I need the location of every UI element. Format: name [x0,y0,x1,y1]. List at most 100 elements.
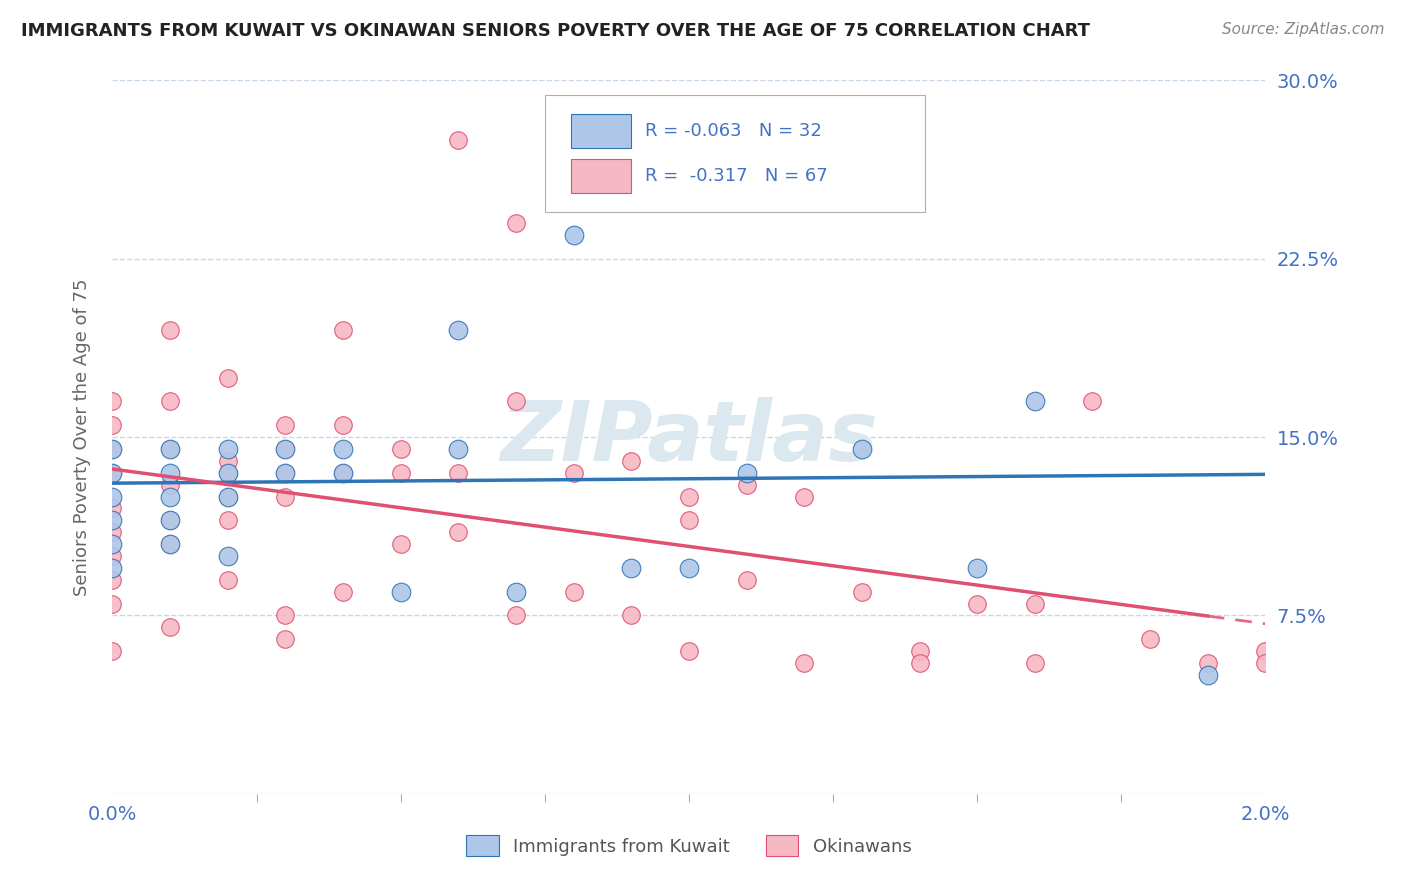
Point [101,525,124,540]
Point [217,490,239,504]
Point [332,442,354,456]
Y-axis label: Seniors Poverty Over the Age of 75: Seniors Poverty Over the Age of 75 [73,278,91,596]
Point [447,466,470,480]
Bar [571,114,631,148]
Point [101,501,124,516]
Text: ZIPatlas: ZIPatlas [501,397,877,477]
Point [332,323,354,337]
Point [101,418,124,433]
Point [332,584,354,599]
Point [332,466,354,480]
Point [274,442,297,456]
Point [101,561,124,575]
Bar [571,159,631,193]
Point [274,466,297,480]
Point [735,573,758,587]
Point [159,537,181,551]
Point [159,513,181,527]
Point [735,466,758,480]
Point [1369,656,1392,670]
Point [1254,656,1277,670]
Point [620,454,643,468]
Point [620,561,643,575]
Point [101,490,124,504]
Text: R =  -0.317   N = 67: R = -0.317 N = 67 [645,167,828,185]
Point [793,656,815,670]
Point [966,597,988,611]
Point [159,620,181,634]
Point [851,442,873,456]
Point [101,537,124,551]
Point [101,597,124,611]
Point [447,133,470,147]
Point [851,584,873,599]
Point [159,442,181,456]
Point [217,442,239,456]
Point [332,418,354,433]
Point [505,216,527,230]
Point [274,442,297,456]
Point [217,466,239,480]
Point [1024,597,1046,611]
Point [159,394,181,409]
Point [1081,394,1104,409]
Point [735,477,758,491]
Point [505,394,527,409]
Point [159,323,181,337]
Point [793,490,815,504]
Point [389,466,412,480]
Point [217,573,239,587]
Point [678,644,700,658]
Point [562,227,585,242]
Point [505,584,527,599]
Point [1254,644,1277,658]
Point [274,418,297,433]
Point [101,466,124,480]
Point [159,442,181,456]
Point [678,513,700,527]
Point [217,513,239,527]
Point [1139,632,1161,647]
Point [908,656,931,670]
Point [1024,394,1046,409]
Point [678,133,700,147]
Point [562,584,585,599]
Point [1197,668,1219,682]
Point [101,394,124,409]
Point [678,561,700,575]
Point [274,632,297,647]
Text: Source: ZipAtlas.com: Source: ZipAtlas.com [1222,22,1385,37]
Point [217,370,239,384]
Point [159,477,181,491]
Point [217,454,239,468]
Point [274,490,297,504]
Point [159,490,181,504]
Point [1197,656,1219,670]
Point [332,466,354,480]
Text: IMMIGRANTS FROM KUWAIT VS OKINAWAN SENIORS POVERTY OVER THE AGE OF 75 CORRELATIO: IMMIGRANTS FROM KUWAIT VS OKINAWAN SENIO… [21,22,1090,40]
Point [505,608,527,623]
Text: R = -0.063   N = 32: R = -0.063 N = 32 [645,122,823,140]
Point [447,525,470,540]
Point [217,549,239,563]
Legend: Immigrants from Kuwait, Okinawans: Immigrants from Kuwait, Okinawans [458,828,920,863]
Point [159,513,181,527]
Point [389,584,412,599]
Point [217,466,239,480]
Point [562,466,585,480]
Point [678,490,700,504]
Point [159,537,181,551]
Point [101,442,124,456]
Point [274,466,297,480]
Point [217,490,239,504]
Point [159,466,181,480]
Point [1312,632,1334,647]
Point [447,442,470,456]
Point [389,442,412,456]
Point [908,644,931,658]
Point [620,608,643,623]
Point [966,561,988,575]
Point [101,549,124,563]
Point [389,537,412,551]
Point [274,608,297,623]
